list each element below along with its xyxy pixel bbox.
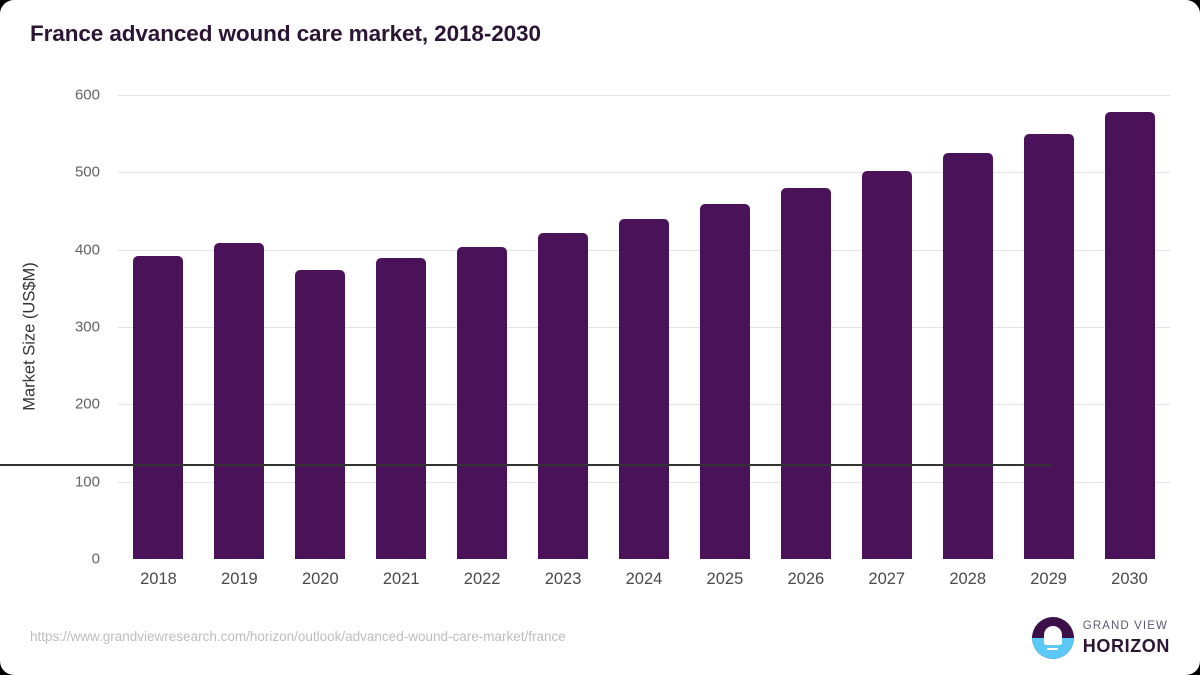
bar[interactable] [376, 258, 427, 559]
x-axis-tick-label: 2021 [382, 570, 420, 588]
bar[interactable] [1104, 112, 1155, 559]
grand-view-horizon-logo: GRAND VIEW HORIZON [1031, 617, 1170, 659]
y-axis-tick-label: 100 [74, 473, 100, 491]
x-axis-ticks: 2018 2019 2020 2021 2022 2023 2024 2025 2026 2027… [118, 570, 1170, 589]
bar[interactable] [133, 255, 184, 559]
horizon-sun-icon [1031, 617, 1074, 659]
x-axis-tick-label: 2020 [301, 570, 339, 588]
bar[interactable] [861, 170, 912, 559]
logo-line-1: GRAND VIEW [1082, 620, 1168, 633]
bar[interactable] [538, 232, 589, 559]
y-axis-tick-label: 600 [74, 86, 100, 104]
bar[interactable] [618, 218, 669, 559]
bar-slot [604, 95, 685, 559]
logo-line-2: HORIZON [1082, 635, 1170, 656]
x-axis-tick-label: 2019 [221, 570, 258, 588]
bar-slot [361, 95, 442, 559]
y-axis-title: Market Size (US$M) [20, 262, 39, 411]
bar-series [118, 95, 1170, 559]
x-axis-tick-label: 2022 [463, 570, 501, 588]
page-title: France advanced wound care market, 2018-… [30, 21, 541, 46]
bar-slot [684, 95, 765, 559]
gridline [118, 95, 1170, 96]
y-axis-tick-label: 500 [74, 163, 100, 181]
bar[interactable] [699, 204, 750, 559]
bar-slot [927, 95, 1008, 559]
bar-slot [846, 95, 927, 559]
bar-slot [118, 95, 199, 559]
bar[interactable] [780, 187, 831, 559]
x-axis-tick-label: 2030 [1111, 570, 1148, 588]
x-axis-tick-label: 2027 [868, 570, 906, 588]
bar-slot [1008, 95, 1089, 559]
x-axis-line [0, 464, 1052, 466]
x-axis-tick-label: 2028 [949, 570, 987, 588]
y-axis-tick-label: 300 [74, 318, 100, 336]
bar-slot [280, 95, 361, 559]
x-axis-tick-label: 2029 [1030, 570, 1067, 588]
bar[interactable] [295, 269, 346, 559]
y-axis-tick-label: 400 [74, 241, 100, 259]
source-url[interactable]: https://www.grandviewresearch.com/horizo… [30, 629, 566, 644]
x-axis-tick-label: 2026 [787, 570, 825, 588]
bar[interactable] [457, 246, 508, 559]
bar[interactable] [1023, 133, 1074, 559]
bar-slot [442, 95, 523, 559]
bar[interactable] [942, 153, 993, 559]
bar-slot [1089, 95, 1170, 559]
x-axis-tick-label: 2023 [544, 570, 582, 588]
x-axis-tick-label: 2018 [140, 570, 177, 588]
x-axis-tick-label: 2024 [625, 570, 663, 588]
y-axis-ticks: 0 100 200 300 400 500 600 [38, 87, 100, 568]
y-axis-tick-label: 200 [74, 395, 100, 413]
bar[interactable] [214, 242, 265, 559]
x-axis-tick-label: 2025 [706, 570, 744, 588]
gridline [118, 172, 1170, 174]
bar-slot [523, 95, 604, 559]
y-axis-tick-label: 0 [91, 550, 100, 568]
bar-slot [765, 95, 846, 559]
bar-slot [199, 95, 280, 559]
